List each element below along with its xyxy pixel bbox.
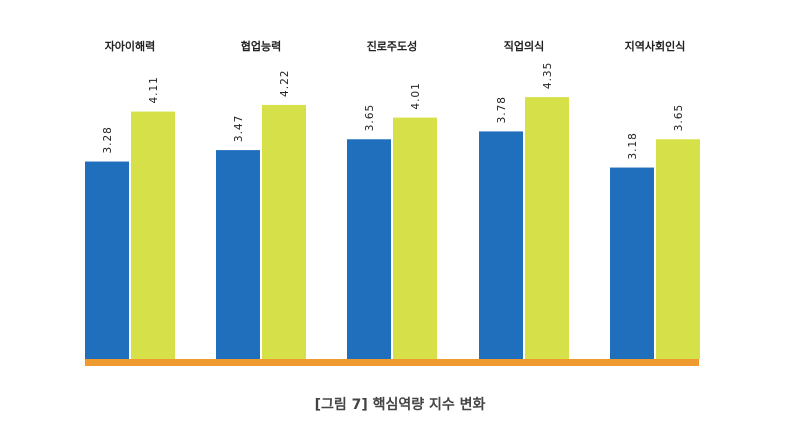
bar [525, 97, 569, 359]
category-labels: 자아이해력 협업능력 진로주도성 직업의식 지역사회인식 [105, 39, 686, 53]
data-label: 3.47 [233, 115, 245, 142]
bar [262, 105, 306, 359]
bar [347, 139, 391, 359]
data-label: 4.11 [148, 76, 160, 103]
data-label: 3.65 [364, 104, 376, 131]
data-label: 3.28 [102, 126, 114, 153]
bar [216, 150, 260, 359]
bar [656, 139, 700, 359]
data-label: 4.01 [410, 82, 422, 109]
data-label: 4.22 [279, 70, 291, 97]
data-label: 3.78 [496, 96, 508, 123]
x-axis-baseline [85, 359, 699, 366]
category-label: 직업의식 [504, 39, 544, 53]
data-label: 3.18 [627, 132, 639, 159]
data-label: 4.35 [542, 62, 554, 89]
category-label: 진로주도성 [367, 39, 418, 53]
category-label: 지역사회인식 [625, 39, 686, 53]
bar [85, 162, 129, 359]
data-label: 3.65 [673, 104, 685, 131]
bar [610, 168, 654, 359]
bar [479, 131, 523, 359]
bar [393, 118, 437, 359]
bar [131, 112, 175, 359]
category-label: 협업능력 [241, 39, 281, 53]
figure-caption: [그림 7] 핵심역량 지수 변화 [0, 394, 800, 414]
bars: 3.28 4.11 3.47 4.22 3.65 4.01 3.78 4.35 3.18 3.65 [85, 62, 700, 359]
category-label: 자아이해력 [105, 39, 156, 53]
